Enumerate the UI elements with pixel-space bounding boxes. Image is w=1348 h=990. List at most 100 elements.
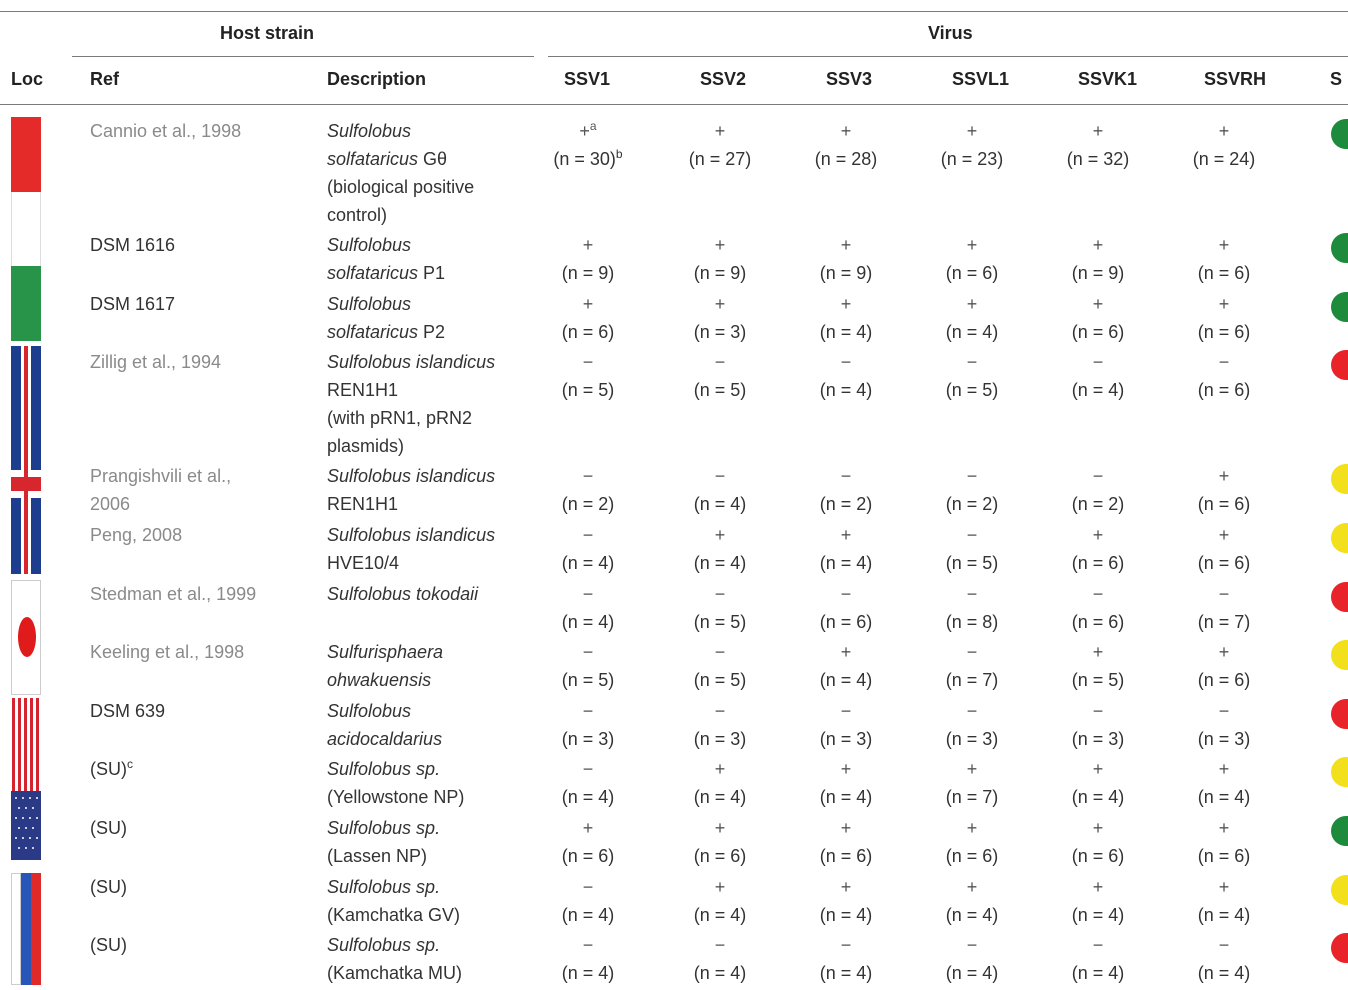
result-symbol-text: + — [582, 235, 594, 255]
sample-count-text: (n = 4) — [819, 553, 873, 573]
ref-text: Stedman et al., 1999 — [90, 584, 257, 604]
status-dot-green — [1331, 119, 1348, 149]
result-symbol: − — [548, 697, 628, 725]
result-symbol: + — [1058, 290, 1138, 318]
sample-count-text: (n = 5) — [693, 612, 747, 632]
result-symbol-text: − — [840, 584, 852, 604]
virus-result-cell: + (n = 9) — [548, 231, 628, 287]
japan-flag — [11, 580, 41, 695]
result-symbol: + — [932, 290, 1012, 318]
virus-result-cell: + (n = 4) — [932, 290, 1012, 346]
virus-column-header-ssv2: SSV2 — [700, 69, 747, 89]
virus-result-cell: + (n = 4) — [680, 755, 760, 811]
description-line: REN1H1 — [327, 494, 399, 514]
result-symbol: + — [680, 290, 760, 318]
sample-count-text: (n = 6) — [1197, 494, 1251, 514]
sample-count-text: (n = 4) — [693, 494, 747, 514]
description-line: solfataricus — [327, 263, 419, 283]
result-symbol-text: + — [840, 759, 852, 779]
sample-count-text: (n = 6) — [1197, 670, 1251, 690]
result-symbol: − — [1058, 931, 1138, 959]
virus-result-cell: + (n = 4) — [1184, 755, 1264, 811]
sample-count: (n = 4) — [562, 963, 615, 983]
result-symbol: − — [806, 580, 886, 608]
virus-result-cell: + (n = 4) — [806, 521, 886, 577]
description-line: Sulfolobus sp. — [327, 818, 441, 838]
result-symbol-text: + — [1092, 818, 1104, 838]
sample-count-text: (n = 4) — [819, 963, 873, 983]
result-symbol: + — [548, 290, 628, 318]
sample-count-text: (n = 2) — [945, 494, 999, 514]
result-symbol-text: − — [582, 352, 594, 372]
virus-result-cell: +a (n = 30)b — [548, 117, 628, 173]
sample-count: (n = 9) — [1072, 263, 1125, 283]
result-symbol-text: − — [840, 352, 852, 372]
count-footnote-marker: b — [615, 147, 623, 161]
description-line: plasmids) — [327, 436, 405, 456]
sample-count: (n = 6) — [1198, 263, 1251, 283]
status-dot-yellow — [1331, 640, 1348, 670]
sample-count: (n = 3) — [946, 729, 999, 749]
sample-count-text: (n = 32) — [1066, 149, 1130, 169]
sample-count: (n = 4) — [820, 963, 873, 983]
ref-text: (SU) — [90, 877, 127, 897]
result-symbol: − — [932, 580, 1012, 608]
result-symbol-text: − — [582, 877, 594, 897]
sample-count-text: (n = 4) — [945, 963, 999, 983]
virus-column-header-ssvl1: SSVL1 — [952, 69, 1010, 89]
result-symbol: − — [680, 462, 760, 490]
result-symbol-text: + — [966, 294, 978, 314]
sample-count: (n = 7) — [946, 787, 999, 807]
result-symbol: + — [680, 521, 760, 549]
sample-count-text: (n = 4) — [819, 670, 873, 690]
result-symbol: − — [932, 348, 1012, 376]
russia-flag — [11, 873, 41, 985]
sample-count: (n = 6) — [562, 322, 615, 342]
virus-result-cell: − (n = 5) — [932, 348, 1012, 404]
virus-header: Virus — [928, 23, 973, 43]
result-symbol-text: − — [1218, 352, 1230, 372]
sample-count: (n = 7) — [1198, 612, 1251, 632]
virus-result-cell: − (n = 3) — [1184, 697, 1264, 753]
result-symbol: − — [1058, 697, 1138, 725]
result-symbol-text: − — [840, 935, 852, 955]
sample-count-text: (n = 4) — [561, 553, 615, 573]
result-symbol: − — [680, 638, 760, 666]
virus-result-cell: − (n = 3) — [1058, 697, 1138, 753]
virus-result-cell: − (n = 4) — [548, 521, 628, 577]
sample-count: (n = 4) — [694, 494, 747, 514]
host-strain-header: Host strain — [220, 23, 315, 43]
sample-count: (n = 7) — [946, 670, 999, 690]
virus-column-header-ssvrh: SSVRH — [1204, 69, 1267, 89]
virus-result-cell: − (n = 2) — [548, 462, 628, 518]
virus-result-cell: − (n = 4) — [548, 931, 628, 987]
sample-count-text: (n = 5) — [693, 380, 747, 400]
virus-result-cell: + (n = 6) — [1184, 638, 1264, 694]
sample-count: (n = 8) — [946, 612, 999, 632]
virus-result-cell: + (n = 6) — [1184, 814, 1264, 870]
description-cell: Sulfolobus islandicus REN1H1 (with pRN1, p… — [327, 348, 495, 460]
status-dot-green — [1331, 292, 1348, 322]
sample-count: (n = 32) — [1067, 149, 1130, 169]
sample-count-text: (n = 6) — [1197, 846, 1251, 866]
virus-result-cell: + (n = 6) — [680, 814, 760, 870]
result-symbol: − — [1058, 462, 1138, 490]
result-symbol-text: − — [1092, 352, 1104, 372]
description-line: (Lassen NP) — [327, 846, 428, 866]
sample-count: (n = 4) — [562, 905, 615, 925]
description-line: solfataricus — [327, 149, 419, 169]
sample-count-text: (n = 23) — [940, 149, 1004, 169]
ref-cell: (SU) — [90, 814, 127, 842]
sample-count: (n = 4) — [562, 787, 615, 807]
status-dot-green — [1331, 816, 1348, 846]
result-symbol-text: − — [840, 466, 852, 486]
sample-count: (n = 6) — [820, 846, 873, 866]
result-symbol: − — [548, 873, 628, 901]
sample-count-text: (n = 9) — [561, 263, 615, 283]
result-symbol: − — [680, 931, 760, 959]
sample-count-text: (n = 6) — [561, 322, 615, 342]
description-cell: Sulfolobus acidocaldarius — [327, 697, 442, 753]
result-symbol-text: + — [840, 877, 852, 897]
virus-result-cell: + (n = 4) — [1184, 873, 1264, 929]
result-symbol-text: − — [582, 584, 594, 604]
